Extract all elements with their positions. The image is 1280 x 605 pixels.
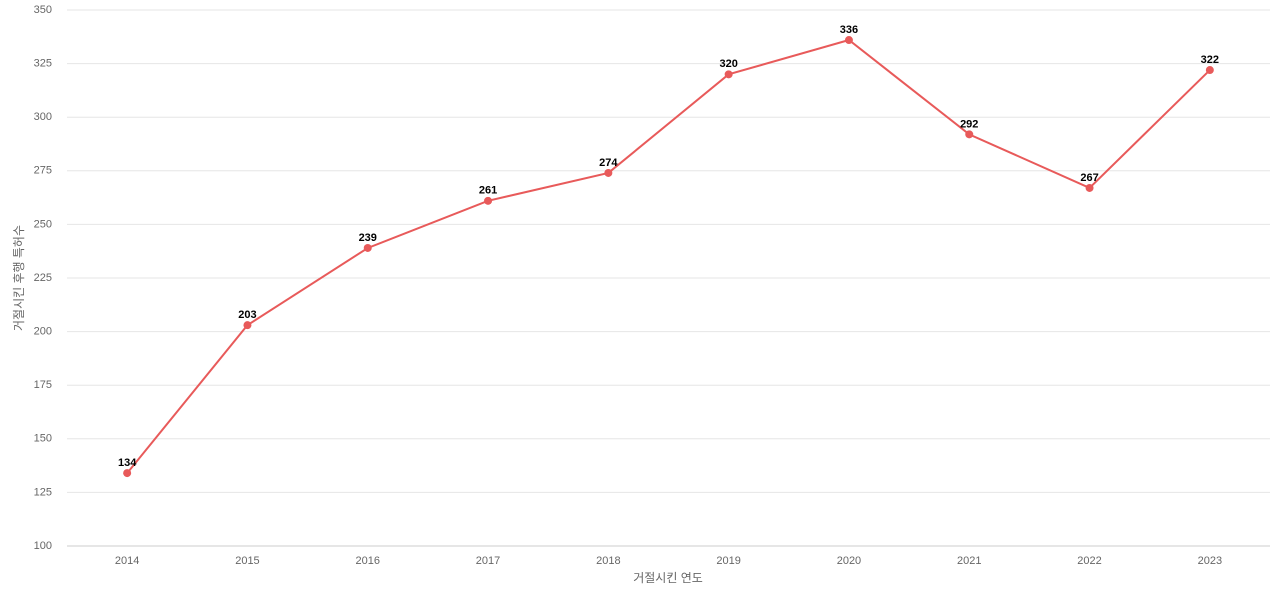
x-tick-label: 2014 bbox=[115, 555, 139, 567]
y-tick-label: 125 bbox=[34, 486, 52, 498]
x-tick-label: 2017 bbox=[476, 555, 500, 567]
x-tick-label: 2023 bbox=[1198, 555, 1222, 567]
x-tick-label: 2015 bbox=[235, 555, 259, 567]
x-tick-label: 2020 bbox=[837, 555, 861, 567]
y-tick-label: 150 bbox=[34, 433, 52, 445]
x-tick-label: 2021 bbox=[957, 555, 981, 567]
point bbox=[844, 36, 853, 45]
y-tick-label: 325 bbox=[34, 58, 52, 70]
y-tick-label: 175 bbox=[34, 379, 52, 391]
value-label: 292 bbox=[960, 118, 978, 130]
line bbox=[126, 38, 1211, 474]
value-label: 239 bbox=[359, 232, 377, 244]
value-label: 274 bbox=[599, 157, 618, 169]
value-label: 322 bbox=[1201, 54, 1219, 66]
point bbox=[724, 70, 733, 79]
x-tick-label: 2022 bbox=[1077, 555, 1101, 567]
point bbox=[123, 469, 132, 478]
value-label: 336 bbox=[840, 24, 858, 36]
point bbox=[1085, 183, 1094, 192]
y-tick-label: 300 bbox=[34, 111, 52, 123]
point bbox=[243, 321, 252, 330]
y-tick-label: 350 bbox=[34, 4, 52, 16]
point bbox=[1205, 66, 1214, 75]
y-tick-label: 200 bbox=[34, 326, 52, 338]
point bbox=[604, 168, 613, 177]
point bbox=[965, 130, 974, 139]
point bbox=[484, 196, 493, 205]
value-label: 134 bbox=[118, 457, 137, 469]
y-tick-label: 250 bbox=[34, 218, 52, 230]
x-tick-label: 2018 bbox=[596, 555, 620, 567]
x-axis-label: 거절시킨 연도 bbox=[633, 571, 703, 585]
y-tick-label: 100 bbox=[34, 540, 52, 552]
x-tick-label: 2019 bbox=[716, 555, 740, 567]
value-label: 261 bbox=[479, 185, 497, 197]
point bbox=[363, 243, 372, 252]
value-label: 320 bbox=[719, 58, 737, 70]
x-tick-label: 2016 bbox=[356, 555, 380, 567]
y-tick-label: 275 bbox=[34, 165, 52, 177]
value-label: 267 bbox=[1080, 172, 1098, 184]
y-axis-label: 거절시킨 후행 특허수 bbox=[11, 225, 26, 331]
value-label: 203 bbox=[238, 309, 256, 321]
y-tick-label: 225 bbox=[34, 272, 52, 284]
